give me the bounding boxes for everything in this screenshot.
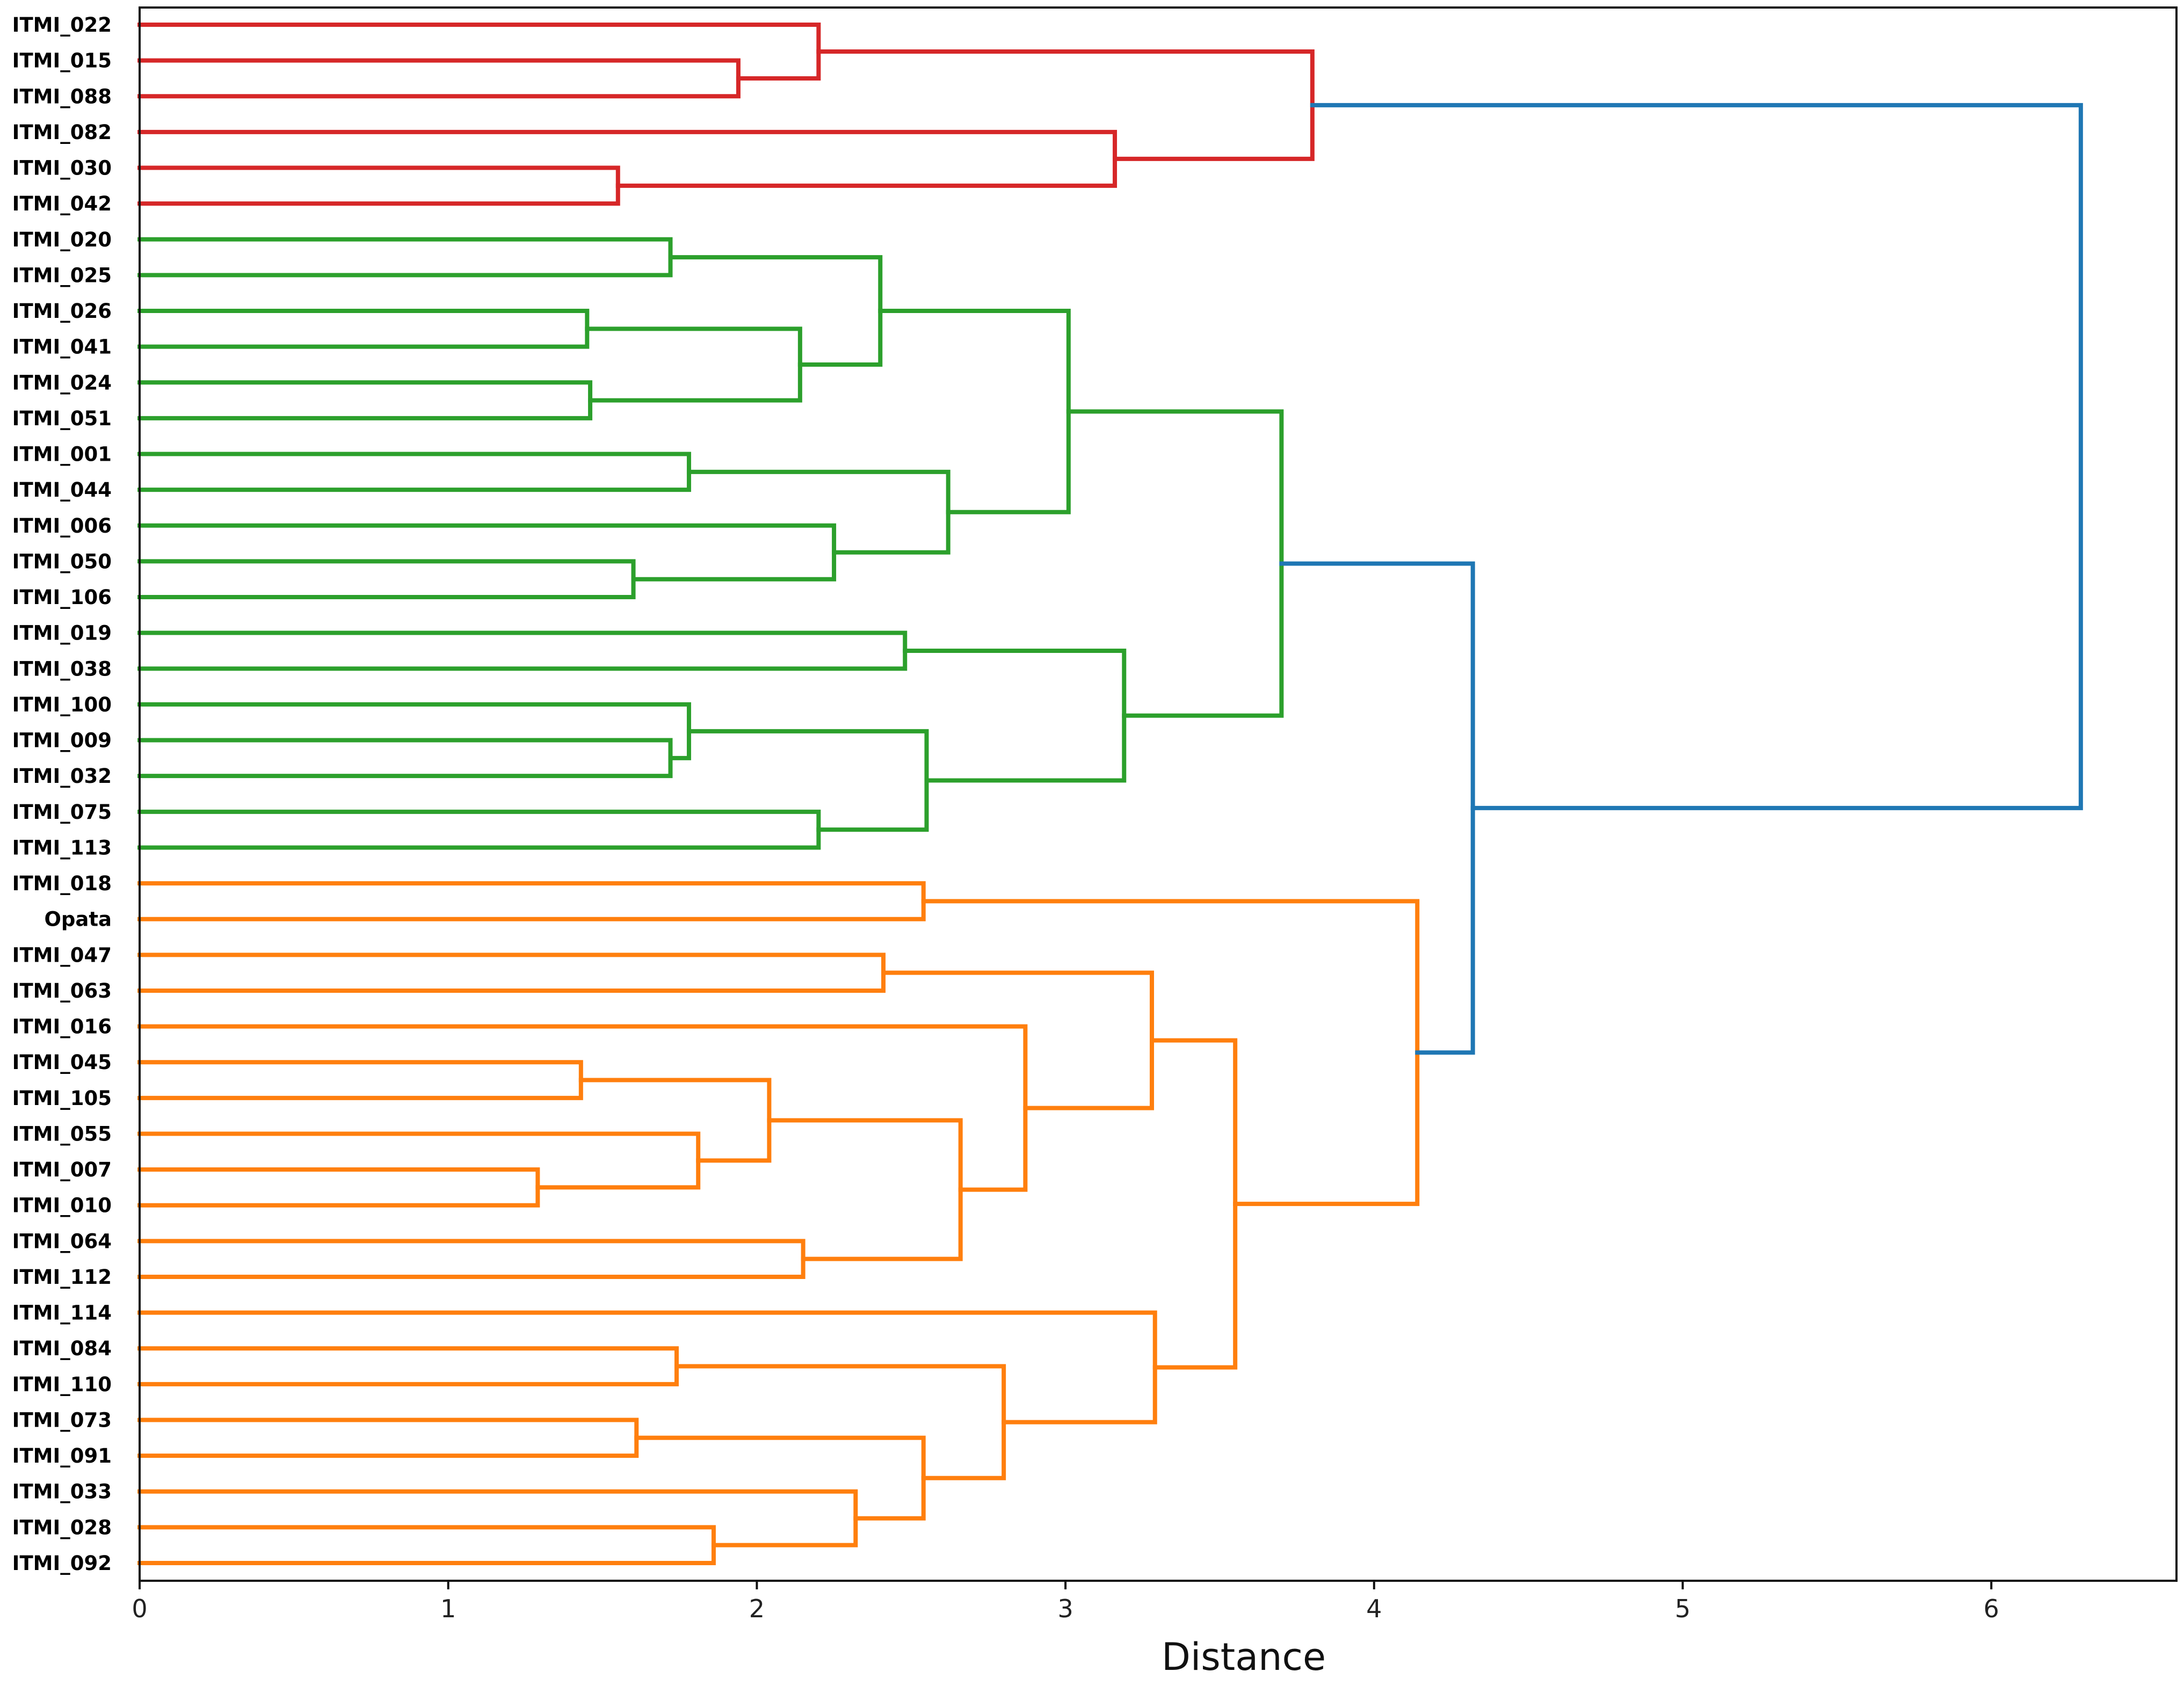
leaf-label: ITMI_019	[12, 622, 112, 645]
leaf-label: ITMI_045	[12, 1051, 112, 1074]
leaf-label: ITMI_073	[12, 1408, 112, 1431]
dendrogram-link	[1310, 103, 2083, 810]
dendrogram-links	[137, 23, 2083, 1565]
leaf-label: ITMI_110	[12, 1373, 112, 1396]
leaf-label: ITMI_033	[12, 1480, 112, 1503]
leaf-label: ITMI_105	[12, 1087, 112, 1110]
x-tick-label: 5	[1675, 1594, 1690, 1623]
leaf-label: ITMI_042	[12, 192, 112, 215]
leaf-label: ITMI_009	[12, 729, 112, 752]
x-tick-label: 0	[132, 1594, 147, 1623]
leaf-label: ITMI_047	[12, 943, 112, 966]
leaf-label: ITMI_064	[12, 1230, 112, 1253]
leaf-label: ITMI_015	[12, 49, 112, 72]
leaf-label: ITMI_024	[12, 371, 112, 394]
leaf-label: ITMI_041	[12, 336, 112, 359]
leaf-label: ITMI_055	[12, 1122, 112, 1145]
leaf-label: ITMI_084	[12, 1337, 112, 1360]
leaf-label: ITMI_025	[12, 264, 112, 287]
leaf-label: ITMI_010	[12, 1194, 112, 1217]
leaf-label: ITMI_007	[12, 1158, 112, 1181]
plot-frame	[139, 6, 2178, 1582]
leaf-label: ITMI_114	[12, 1302, 112, 1325]
x-tick-label: 4	[1366, 1594, 1382, 1623]
leaf-label: ITMI_050	[12, 550, 112, 573]
x-tick-label: 3	[1057, 1594, 1073, 1623]
x-tick-label: 1	[440, 1594, 456, 1623]
leaf-label: ITMI_092	[12, 1552, 112, 1575]
leaf-label: ITMI_006	[12, 514, 112, 537]
leaf-label: ITMI_016	[12, 1015, 112, 1038]
leaf-label: ITMI_038	[12, 657, 112, 680]
leaf-label: ITMI_106	[12, 586, 112, 609]
leaf-label: ITMI_044	[12, 478, 112, 502]
leaf-label: ITMI_020	[12, 228, 112, 251]
leaf-label: Opata	[44, 908, 112, 931]
leaf-label: ITMI_088	[12, 85, 112, 108]
leaf-label: ITMI_091	[12, 1444, 112, 1467]
x-axis-title: Distance	[1162, 1635, 1326, 1679]
leaf-label: ITMI_063	[12, 979, 112, 1002]
leaf-label: ITMI_113	[12, 836, 112, 859]
leaf-label: ITMI_100	[12, 693, 112, 716]
leaf-label: ITMI_022	[12, 13, 112, 37]
leaf-labels: ITMI_022 ITMI_015 ITMI_088 ITMI_082 ITMI_030…	[12, 13, 112, 1575]
leaf-label: ITMI_001	[12, 443, 112, 466]
leaf-label: ITMI_112	[12, 1266, 112, 1289]
leaf-label: ITMI_082	[12, 121, 112, 144]
leaf-label: ITMI_051	[12, 407, 112, 430]
x-tick-label: 6	[1984, 1594, 1999, 1623]
x-axis: 0 1 2 3 4 5 6	[132, 1581, 1999, 1623]
x-tick-label: 2	[749, 1594, 765, 1623]
leaf-label: ITMI_018	[12, 872, 112, 895]
leaf-label: ITMI_026	[12, 300, 112, 323]
leaf-label: ITMI_030	[12, 157, 112, 180]
leaf-label: ITMI_028	[12, 1516, 112, 1539]
leaf-label: ITMI_075	[12, 801, 112, 824]
leaf-label: ITMI_032	[12, 765, 112, 788]
